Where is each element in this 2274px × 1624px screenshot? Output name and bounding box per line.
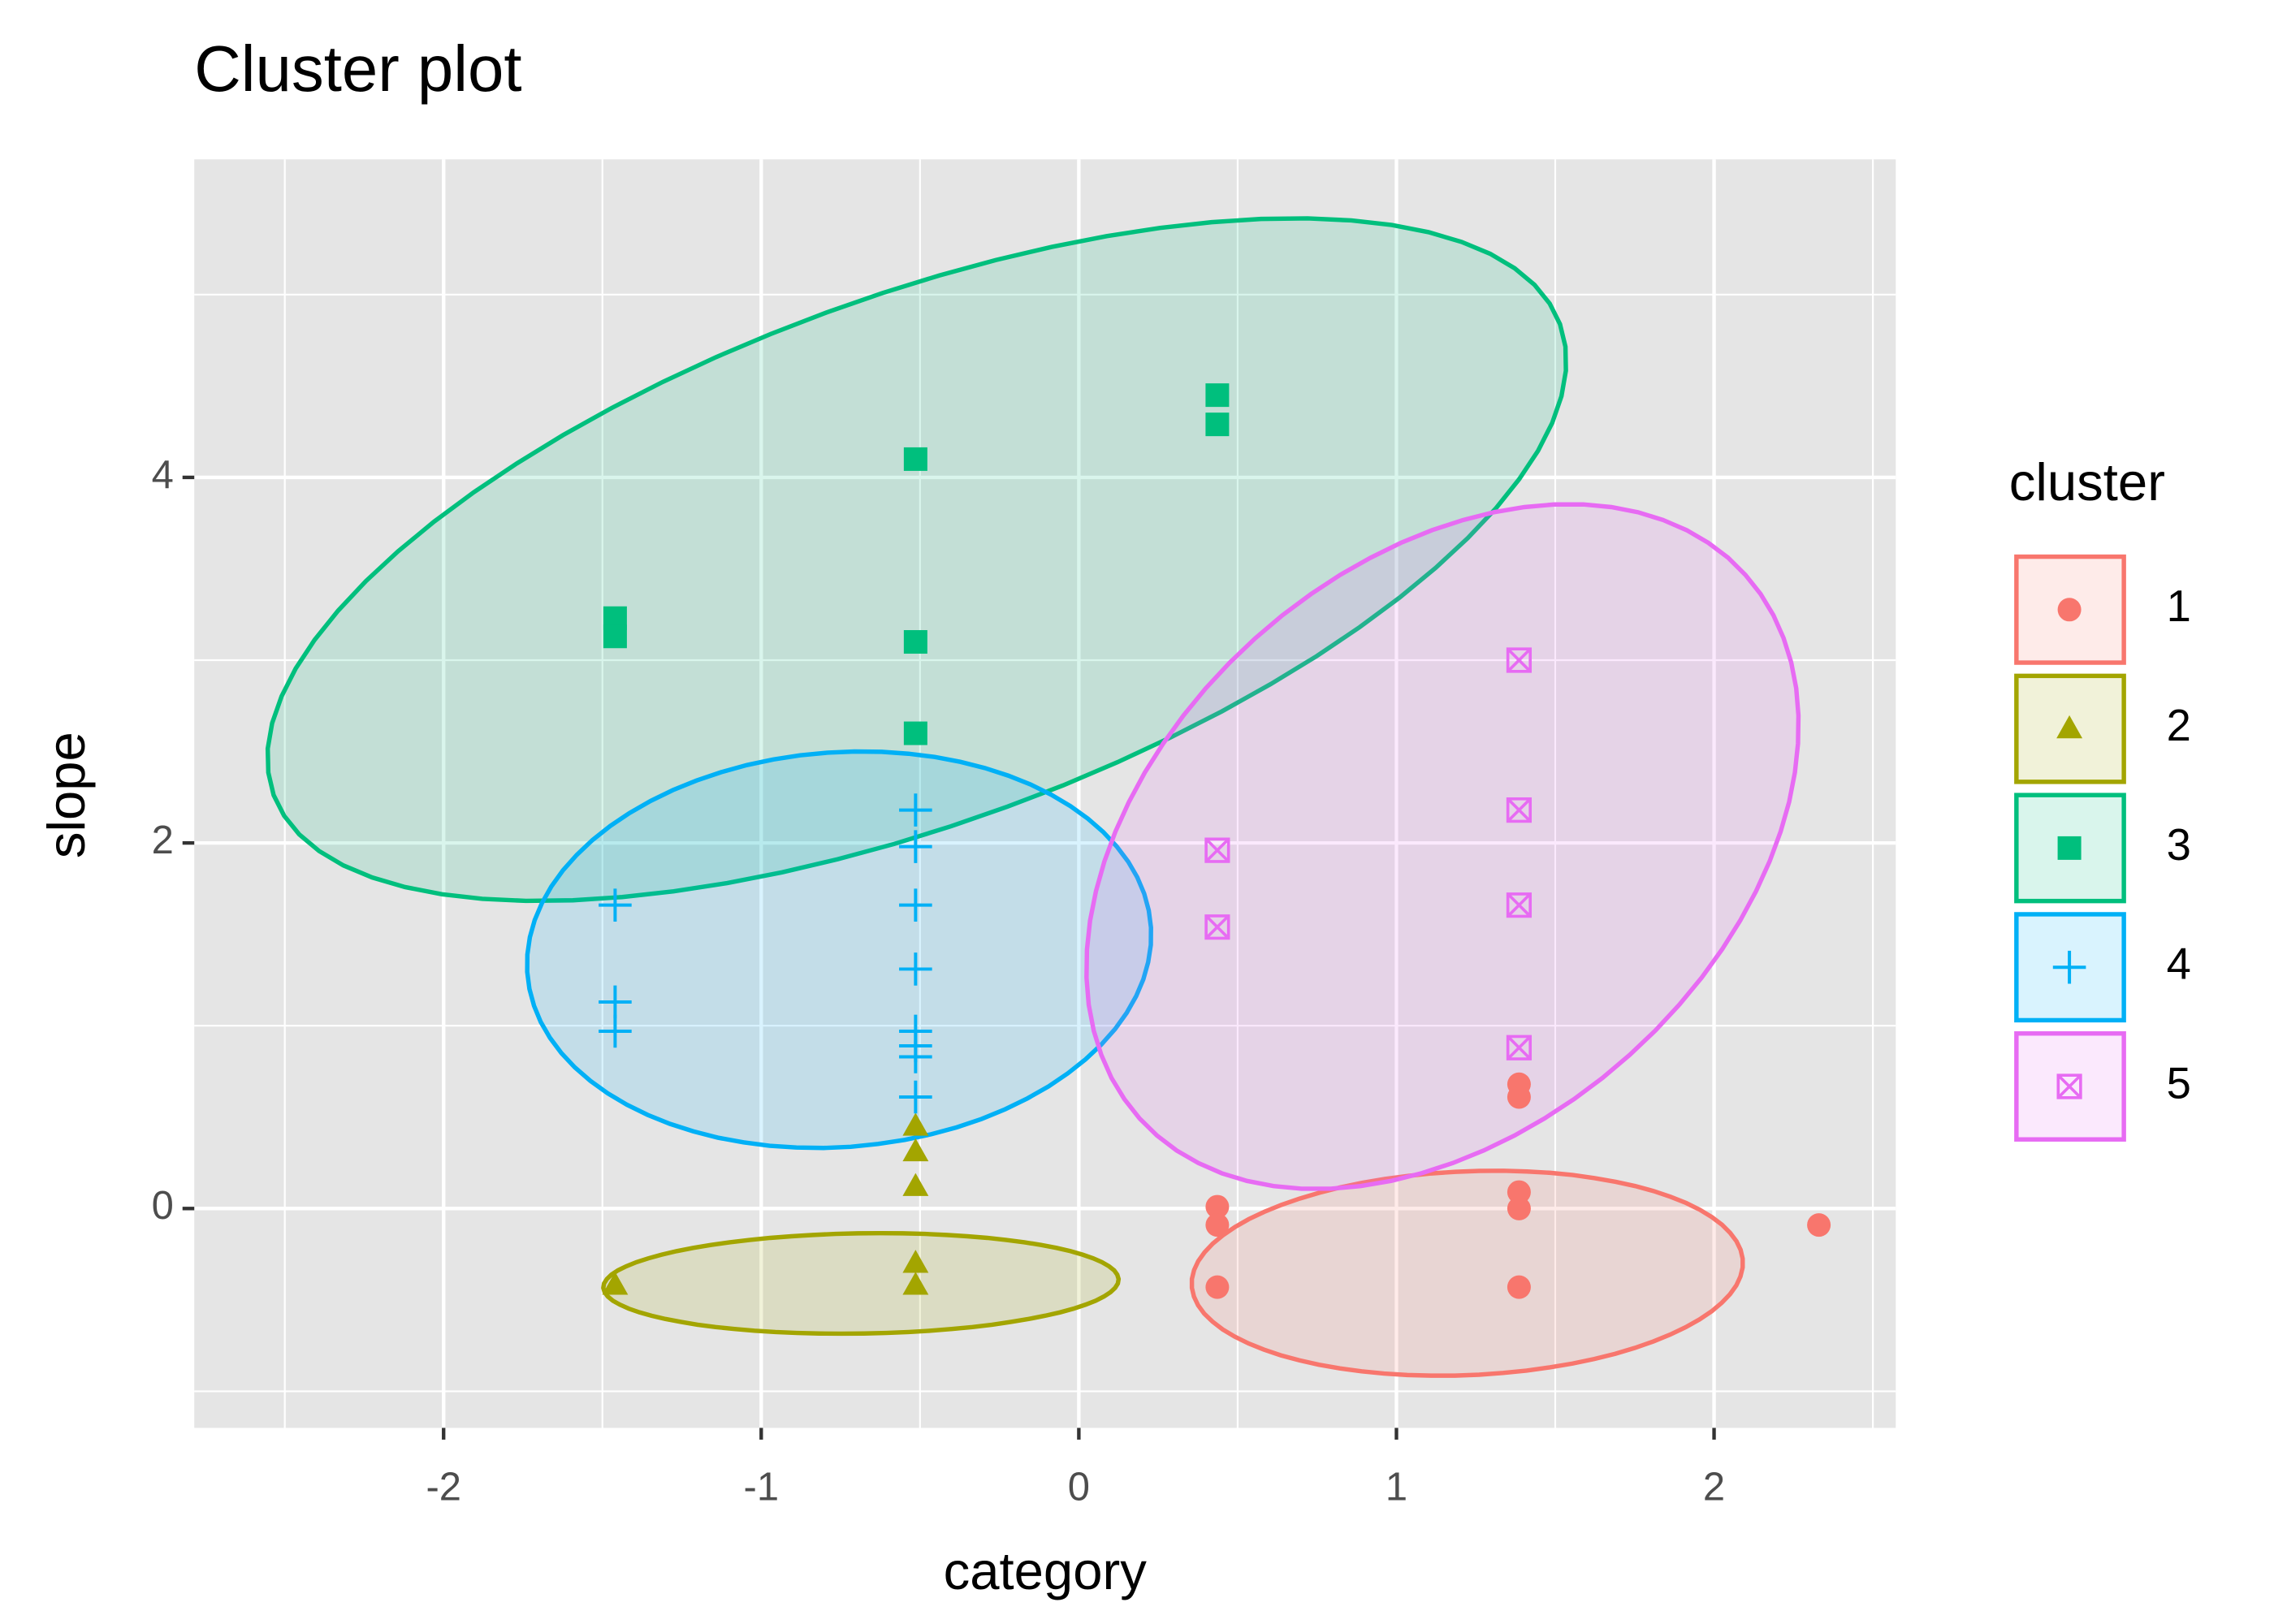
cluster-ellipse bbox=[265, 216, 1568, 904]
point bbox=[1204, 837, 1230, 863]
legend-symbol bbox=[2052, 950, 2086, 984]
legend-label: 3 bbox=[2167, 820, 2191, 870]
point bbox=[1506, 892, 1533, 918]
point bbox=[1506, 647, 1533, 673]
y-tick-label: 2 bbox=[152, 818, 174, 862]
point bbox=[1205, 412, 1230, 437]
cluster-ellipse bbox=[601, 1230, 1122, 1337]
point bbox=[1807, 1213, 1831, 1237]
legend-label: 1 bbox=[2167, 581, 2191, 631]
x-tick-label: 2 bbox=[1703, 1465, 1725, 1509]
legend-symbol bbox=[2056, 715, 2083, 739]
cluster-ellipse bbox=[525, 749, 1153, 1151]
point bbox=[1205, 1275, 1230, 1299]
point bbox=[899, 1080, 932, 1114]
point bbox=[899, 888, 932, 922]
y-tick-label: 4 bbox=[152, 453, 174, 497]
point bbox=[903, 447, 927, 471]
point bbox=[1506, 1034, 1533, 1060]
x-tick-label: 1 bbox=[1386, 1465, 1407, 1509]
point bbox=[899, 952, 932, 986]
point bbox=[899, 830, 932, 863]
point bbox=[903, 721, 927, 745]
point bbox=[1205, 383, 1230, 408]
point bbox=[1507, 1085, 1531, 1109]
point bbox=[902, 1250, 929, 1273]
point bbox=[1507, 1275, 1531, 1299]
cluster-ellipse bbox=[1084, 502, 1801, 1191]
point bbox=[599, 888, 632, 922]
point bbox=[899, 1040, 932, 1073]
point bbox=[902, 1173, 929, 1196]
point bbox=[1506, 797, 1533, 823]
y-tick-label: 0 bbox=[152, 1184, 174, 1228]
legend-label: 4 bbox=[2167, 939, 2191, 989]
point bbox=[1507, 1180, 1531, 1204]
point bbox=[902, 1112, 929, 1136]
point bbox=[599, 985, 632, 1019]
x-tick-label: -1 bbox=[744, 1465, 780, 1509]
point bbox=[599, 1014, 632, 1048]
point bbox=[899, 793, 932, 827]
point bbox=[1205, 1194, 1230, 1219]
point bbox=[1507, 1196, 1531, 1220]
legend-symbol bbox=[2057, 836, 2082, 860]
legend-symbol bbox=[2057, 598, 2082, 622]
point bbox=[603, 624, 627, 649]
point bbox=[602, 1272, 629, 1295]
point bbox=[902, 1272, 929, 1295]
chart-title: Cluster plot bbox=[194, 32, 521, 105]
legend-title: cluster bbox=[2009, 452, 2165, 512]
point bbox=[1205, 1213, 1230, 1237]
x-tick-label: -2 bbox=[426, 1465, 461, 1509]
point bbox=[903, 630, 927, 654]
legend-label: 5 bbox=[2167, 1058, 2191, 1108]
legend-label: 2 bbox=[2167, 701, 2191, 750]
x-tick-label: 0 bbox=[1068, 1465, 1090, 1509]
x-axis-title: category bbox=[944, 1541, 1148, 1600]
point bbox=[1204, 914, 1230, 940]
y-axis-title: slope bbox=[37, 732, 96, 858]
legend-symbol bbox=[2056, 1073, 2082, 1099]
cluster-ellipse bbox=[1189, 1168, 1745, 1378]
point bbox=[902, 1138, 929, 1162]
